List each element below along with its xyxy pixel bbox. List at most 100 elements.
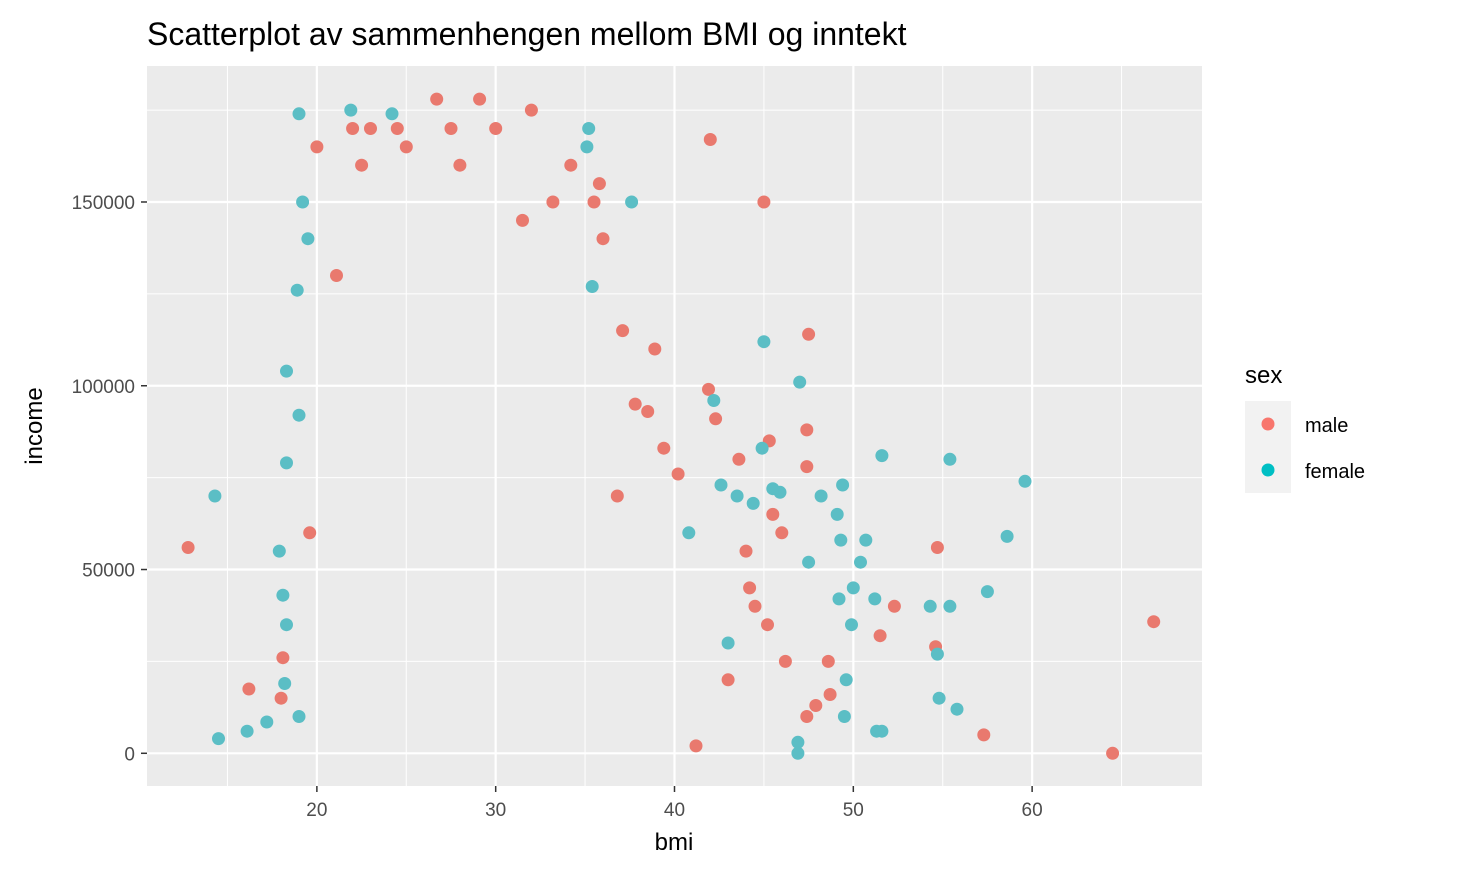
point-female [832,592,846,606]
point-female [344,103,358,117]
point-male [809,699,823,712]
point-male [702,382,715,396]
point-male [516,213,529,227]
point-male [489,122,503,135]
legend-label-female: female [1305,461,1365,483]
point-male [778,654,792,668]
point-female [1018,474,1032,488]
y-tick-label: 100000 [72,377,135,398]
point-female [791,735,805,749]
point-female [292,710,306,723]
point-female [943,452,957,466]
point-female [301,232,315,246]
point-female [260,715,274,729]
point-female [278,677,292,690]
point-female [930,647,944,661]
point-male [641,405,655,418]
y-axis-title: income [21,387,48,464]
point-female [272,544,286,558]
point-female [240,724,254,738]
point-male [242,682,256,696]
point-female [932,691,946,705]
point-female [212,732,225,746]
point-male [802,327,816,341]
point-female [868,592,882,606]
y-tick-label: 150000 [72,193,135,214]
point-male [761,618,774,632]
chart-title: Scatterplot av sammenhengen mellom BMI o… [147,16,907,52]
point-male [823,688,837,701]
point-male [887,599,901,613]
point-female [875,724,889,738]
point-female [730,489,744,503]
point-female [280,364,293,378]
point-female [766,482,780,496]
point-male [743,581,757,595]
point-male [473,92,487,106]
point-female [746,496,760,510]
point-female [292,107,306,121]
point-male [800,423,814,437]
point-female [682,526,696,540]
point-female [830,507,844,521]
point-female [950,702,964,716]
point-male [610,489,624,503]
point-male [430,92,444,106]
point-male [800,710,814,723]
y-tick-label: 50000 [82,561,135,582]
point-female [846,581,860,595]
legend-label-male: male [1305,415,1348,437]
point-male [648,342,662,356]
point-female [280,456,293,470]
point-male [616,324,630,338]
point-female [290,283,304,297]
point-male [546,195,560,209]
point-female [208,489,222,503]
x-axis: 20 30 40 50 60 [306,786,1043,821]
point-male [181,541,195,554]
point-male [1147,615,1161,629]
point-male [303,526,317,540]
point-male [628,397,642,411]
point-male [757,195,771,209]
point-female [721,636,735,650]
legend: sex male female [1245,362,1365,493]
point-male [721,673,735,687]
point-female [837,710,851,723]
point-female [296,195,310,209]
point-male [873,629,887,643]
point-female [834,533,848,547]
point-female [836,478,850,492]
point-female [385,107,399,121]
point-female [625,195,639,209]
point-female [859,533,873,547]
legend-dot-female [1261,463,1275,477]
point-female [802,555,816,569]
point-female [582,122,596,135]
point-female [814,489,828,503]
point-male [709,412,723,426]
point-male [592,177,606,191]
point-female [1000,529,1014,543]
point-male [1106,746,1120,760]
point-female [714,478,728,492]
point-male [775,526,789,540]
point-male [596,232,610,246]
point-female [276,588,290,602]
point-female [839,673,853,687]
point-female [755,441,769,455]
x-tick-label: 50 [843,800,864,821]
point-male [766,507,780,521]
point-female [707,394,721,407]
point-female [292,408,306,422]
point-male [276,651,290,665]
point-male [800,460,814,474]
point-female [793,375,807,389]
point-male [821,654,835,668]
point-male [564,158,578,172]
y-axis: 0 50000 100000 150000 [72,193,147,765]
point-male [444,122,458,135]
point-male [355,158,369,172]
point-female [845,618,858,632]
